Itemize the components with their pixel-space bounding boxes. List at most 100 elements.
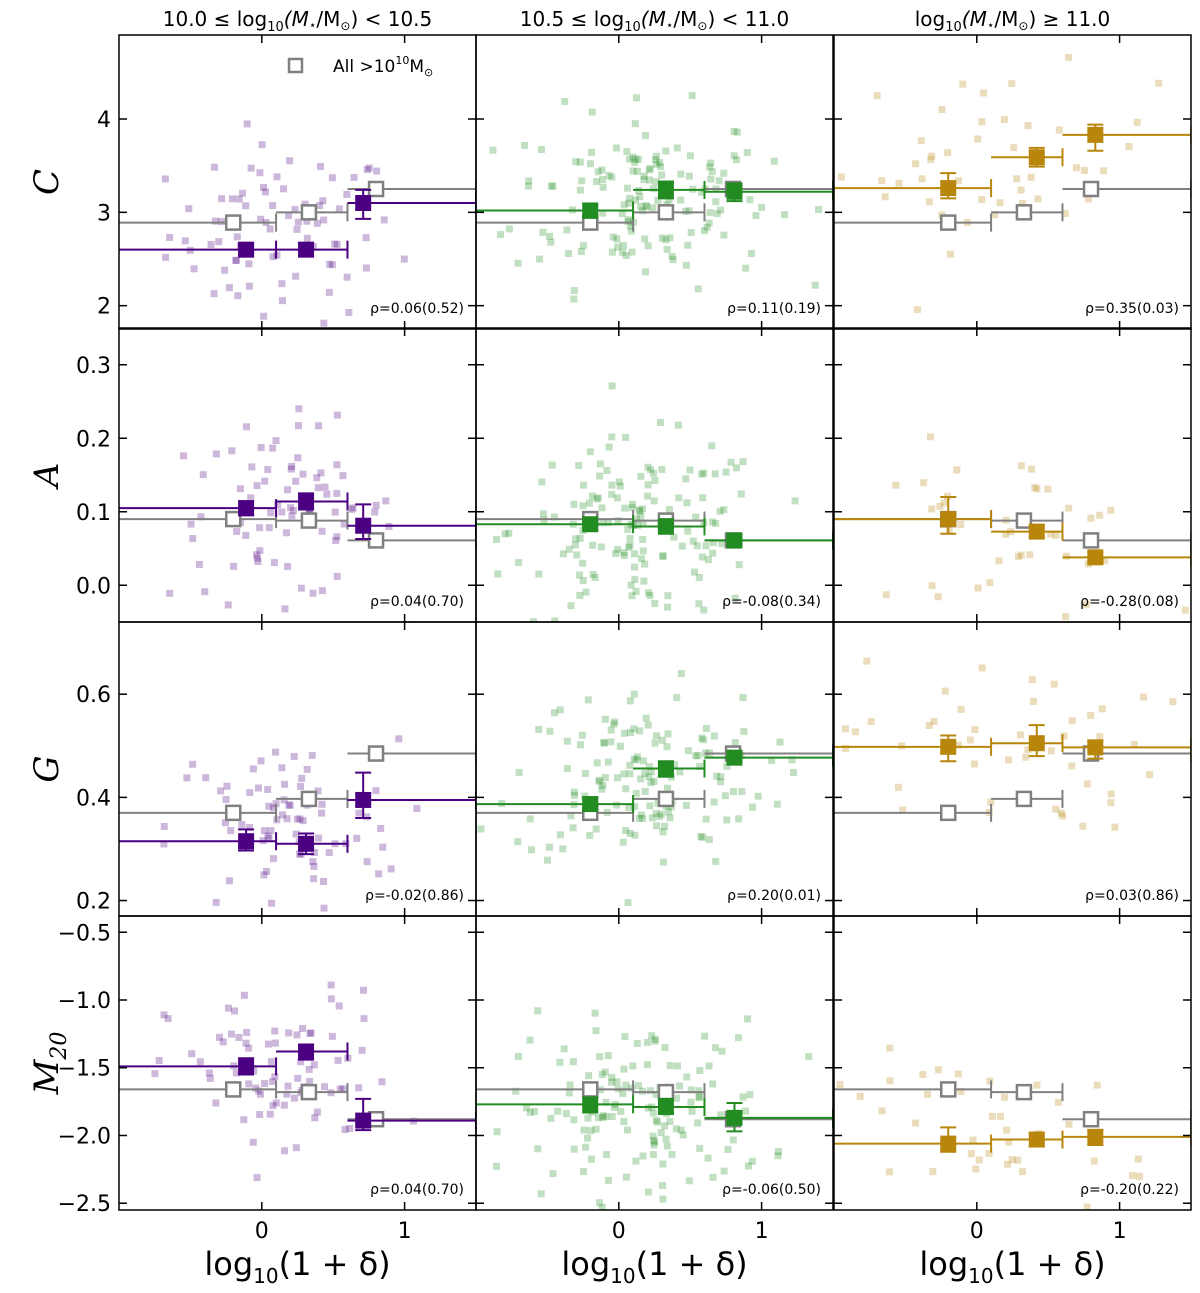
scatter-point [722,468,730,476]
rho-label: ρ=0.11(0.19) [727,301,821,317]
scatter-point [768,757,776,765]
scatter-point [643,1061,651,1069]
scatter-point [666,1062,674,1070]
scatter-point [646,592,654,600]
scatter-point [160,840,168,848]
scatter-point [245,282,253,290]
scatter-point [863,657,871,665]
scatter-point [328,1032,336,1040]
scatter-point [607,738,615,746]
scatter-point [938,105,946,113]
bin-marker [355,791,372,808]
scatter-point [629,167,637,175]
scatter-point [957,521,965,529]
scatter-point [570,500,578,508]
scatter-point [306,508,314,516]
scatter-point [710,798,718,806]
scatter-point [290,1094,298,1102]
scatter-point [529,618,537,622]
scatter-point [1107,799,1115,807]
scatter-point [596,460,604,468]
scatter-point [547,182,555,190]
panel-frame [833,327,1192,623]
scatter-point [836,1081,844,1089]
scatter-point [608,173,616,181]
scatter-point [358,1046,366,1054]
scatter-point [644,492,652,500]
scatter-point [738,788,746,796]
scatter-point [224,1004,232,1012]
scatter-point [283,1090,291,1098]
x-axis-label-part: (1 + δ) [994,1245,1106,1283]
scatter-point [256,1111,264,1119]
scatter-point [653,160,661,168]
scatter-point [650,497,658,505]
scatter-point [649,185,657,193]
scatter-point [682,261,690,269]
scatter-point [598,1070,606,1078]
scatter-point [238,821,246,829]
scatter-point [580,1126,588,1134]
scatter-point [545,843,553,851]
x-axis-label: log10(1 + δ) [204,1245,390,1288]
column-title-part: ) < 11.0 [707,7,789,31]
scatter-point [647,768,655,776]
scatter-point [791,497,799,505]
rho-label: ρ=0.04(0.70) [370,1182,464,1198]
scatter-point [293,815,301,823]
scatter-point [781,211,789,219]
scatter-point [657,1129,665,1137]
scatter-point [971,726,979,734]
scatter-point [185,205,193,213]
y-axis-label-main: G [27,755,67,782]
scatter-point [240,1116,248,1124]
scatter-point [230,562,238,570]
scatter-point [682,801,690,809]
scatter-point [313,1108,321,1116]
scatter-point [742,264,750,272]
scatter-point [773,800,781,808]
y-tick-label: −0.5 [58,921,111,946]
y-axis-label: C [27,169,67,195]
gray-bin-marker [224,804,242,822]
scatter-point [663,245,671,253]
scatter-point [978,664,986,672]
scatter-point [537,145,545,153]
scatter-point [632,587,640,595]
bin-marker [726,1109,743,1126]
rho-label: ρ=0.06(0.52) [370,301,464,317]
scatter-point [676,1082,684,1090]
scatter-point [1002,530,1010,538]
scatter-point [953,466,961,474]
scatter-point [684,241,692,249]
scatter-point [1111,823,1119,831]
scatter-point [562,1110,570,1118]
scatter-point [767,146,774,153]
scatter-point [695,1087,703,1095]
scatter-point [567,602,575,610]
scatter-point [686,466,694,474]
scatter-point [749,803,757,811]
scatter-point [970,760,978,768]
scatter-point [575,462,583,470]
scatter-point [556,831,564,839]
scatter-point [188,1050,196,1058]
scatter-point [639,814,647,822]
x-axis-label-part: log [561,1245,610,1283]
scatter-point [925,722,933,730]
scatter-point [535,570,543,578]
scatter-point [613,801,621,809]
scatter-point [1096,511,1104,519]
scatter-point [603,1151,611,1159]
scatter-point [286,157,294,165]
scatter-point [664,730,672,738]
scatter-point [566,1081,574,1089]
scatter-point [264,465,272,473]
panel-r2-c1: ρ=0.20(0.01) [475,621,834,917]
scatter-point [239,189,247,197]
panel-plot-area [119,981,476,1182]
scatter-point [613,1078,621,1086]
scatter-point [199,471,207,479]
panel-frame [118,621,477,917]
scatter-point [636,727,644,735]
